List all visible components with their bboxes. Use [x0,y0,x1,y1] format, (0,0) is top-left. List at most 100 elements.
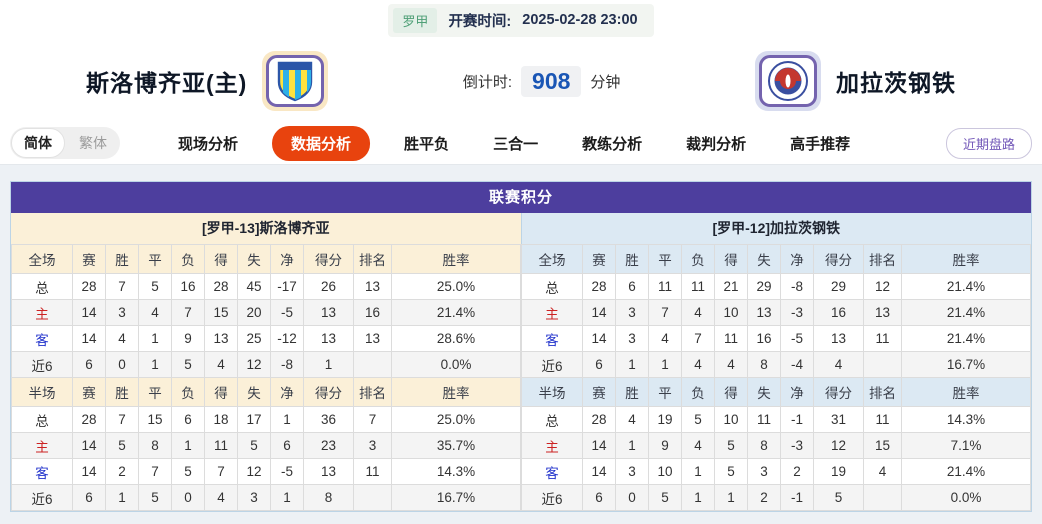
column-header: 负 [171,377,205,407]
table-row: 主 14 3 4 7 15 20 -5 13 16 21.4% [11,299,521,326]
home-team: 斯洛博齐亚(主) [86,51,329,111]
nav-tab-5[interactable]: 裁判分析 [686,135,747,153]
column-header: 胜率 [391,377,521,407]
lang-traditional[interactable]: 繁体 [79,135,107,151]
nav-tab-6[interactable]: 高手推荐 [790,135,851,153]
table-cell: 3 [615,325,649,352]
table-cell: 12 [237,458,271,485]
column-header: 负 [681,244,715,274]
language-toggle[interactable]: 简体 繁体 [10,127,120,159]
table-cell: 4 [681,299,715,326]
table-cell: 1 [648,351,682,378]
nav-tab-4[interactable]: 教练分析 [582,135,643,153]
nav-tab-3[interactable]: 三合一 [493,135,539,153]
table-cell: 25 [237,325,271,352]
column-header: 赛 [582,377,616,407]
table-cell: 2 [747,484,781,511]
table-cell: 1 [270,484,304,511]
table-cell: -1 [780,484,814,511]
nav-tab-2[interactable]: 胜平负 [404,135,450,153]
table-cell: 7 [648,299,682,326]
table-cell: 5 [648,484,682,511]
table-row: 客 14 3 4 7 11 16 -5 13 11 21.4% [521,325,1031,352]
table-cell: 35.7% [391,432,521,459]
table-cell: -5 [780,325,814,352]
table-cell: 21.4% [901,458,1031,485]
table-cell: 4 [813,351,864,378]
row-label: 主 [521,432,583,459]
table-cell: 14 [72,432,106,459]
row-label: 主 [11,299,73,326]
table-cell: 6 [171,406,205,433]
table-cell: 14 [72,458,106,485]
lang-simplified[interactable]: 简体 [11,128,65,158]
table-cell: 9 [171,325,205,352]
table-cell: 9 [648,432,682,459]
table-row: 总 28 7 15 6 18 17 1 36 7 25.0% [11,406,521,433]
table-cell [863,351,902,378]
column-header: 胜 [615,377,649,407]
table-cell: 13 [747,299,781,326]
league-badge: 罗甲 [393,7,438,33]
table-cell: 5 [237,432,271,459]
table-cell: 7 [138,458,172,485]
column-header: 得分 [303,377,354,407]
table-cell: 21.4% [901,273,1031,300]
nav-tabs: 现场分析 数据分析 胜平负 三合一 教练分析 裁判分析 高手推荐 [168,125,860,161]
table-cell: 11 [863,325,902,352]
column-header: 排名 [353,244,392,274]
recent-odds-button[interactable]: 近期盘路 [945,127,1032,159]
table-header-row: 全场赛胜平负得失净得分 排名 胜率 [11,244,521,274]
table-cell: 19 [813,458,864,485]
panel-title: 联赛积分 [11,182,1031,213]
table-cell: 6 [615,273,649,300]
column-header: 半场 [521,377,583,407]
table-cell: 1 [138,351,172,378]
table-cell: 11 [648,273,682,300]
away-team: 加拉茨钢铁 [754,51,956,111]
table-cell: 3 [105,299,139,326]
table-cell: 3 [747,458,781,485]
table-cell: 13 [863,299,902,326]
table-cell: 3 [615,299,649,326]
nav-tab-0[interactable]: 现场分析 [178,135,239,153]
column-header: 胜率 [901,244,1031,274]
table-row: 客 14 4 1 9 13 25 -12 13 13 28.6% [11,325,521,352]
row-label: 主 [11,432,73,459]
row-label: 近6 [521,484,583,511]
table-cell: 4 [105,325,139,352]
table-cell: 28 [582,273,616,300]
table-cell: 17 [237,406,271,433]
table-cell: 12 [813,432,864,459]
column-header: 胜 [105,377,139,407]
column-header: 赛 [72,377,106,407]
row-label: 总 [521,406,583,433]
column-header: 得分 [813,377,864,407]
table-cell: 4 [138,299,172,326]
table-cell [353,484,392,511]
table-cell: 11 [714,325,748,352]
table-cell: 16 [747,325,781,352]
table-cell: 4 [204,351,238,378]
table-cell: 14 [582,458,616,485]
table-cell: 25.0% [391,273,521,300]
table-cell: 14 [582,325,616,352]
table-cell: 14 [72,299,106,326]
table-cell: 1 [303,351,354,378]
row-label: 总 [11,406,73,433]
column-header: 失 [747,377,781,407]
table-cell: 2 [105,458,139,485]
row-label: 客 [521,458,583,485]
column-header: 排名 [863,377,902,407]
table-row: 总 28 4 19 5 10 11 -1 31 11 14.3% [521,406,1031,433]
table-cell: 4 [615,406,649,433]
table-cell: 4 [681,432,715,459]
column-header: 得 [204,377,238,407]
column-header: 平 [648,377,682,407]
kickoff-info: 罗甲 开赛时间: 2025-02-28 23:00 [388,3,654,37]
column-header: 半场 [11,377,73,407]
row-label: 近6 [521,351,583,378]
column-header: 排名 [863,244,902,274]
nav-tab-1[interactable]: 数据分析 [272,125,371,161]
table-cell: 20 [237,299,271,326]
